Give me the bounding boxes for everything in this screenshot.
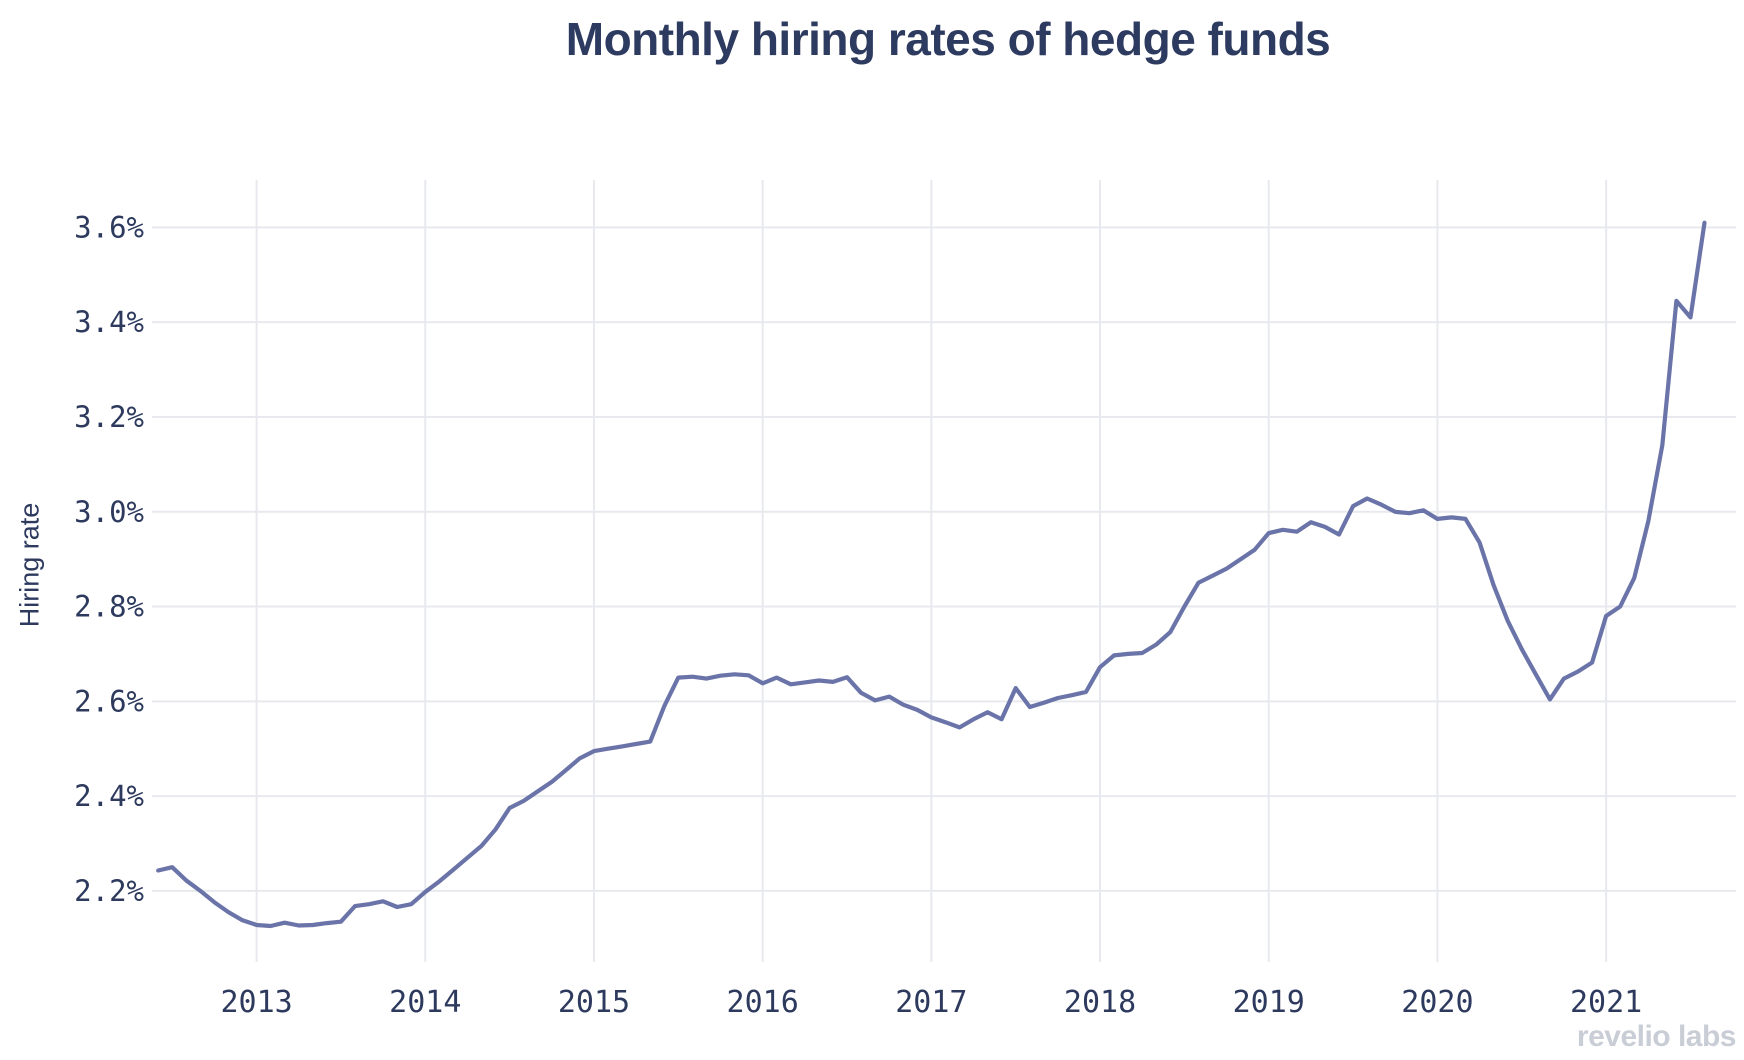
x-tick-label: 2019 bbox=[1233, 985, 1305, 1020]
y-tick-label: 3.6% bbox=[74, 210, 144, 244]
y-tick-label: 2.6% bbox=[74, 684, 144, 718]
y-tick-label: 3.4% bbox=[74, 305, 144, 339]
x-tick-label: 2014 bbox=[389, 985, 461, 1020]
x-tick-label: 2021 bbox=[1570, 985, 1642, 1020]
hiring-rate-line bbox=[156, 220, 1707, 929]
revelio-labs-watermark: revelio labs bbox=[1576, 1020, 1737, 1053]
chart-title: Monthly hiring rates of hedge funds bbox=[565, 13, 1331, 65]
y-tick-label: 2.8% bbox=[74, 590, 144, 624]
y-tick-label: 3.0% bbox=[74, 495, 144, 529]
x-tick-label: 2013 bbox=[220, 985, 292, 1020]
y-tick-label: 3.2% bbox=[74, 400, 144, 434]
y-tick-label: 2.2% bbox=[74, 874, 144, 908]
x-tick-label: 2018 bbox=[1064, 985, 1136, 1020]
x-tick-label: 2017 bbox=[895, 985, 967, 1020]
y-tick-label: 2.4% bbox=[74, 779, 144, 813]
x-tick-label: 2015 bbox=[558, 985, 630, 1020]
x-tick-label: 2020 bbox=[1401, 985, 1473, 1020]
x-tick-label: 2016 bbox=[727, 985, 799, 1020]
